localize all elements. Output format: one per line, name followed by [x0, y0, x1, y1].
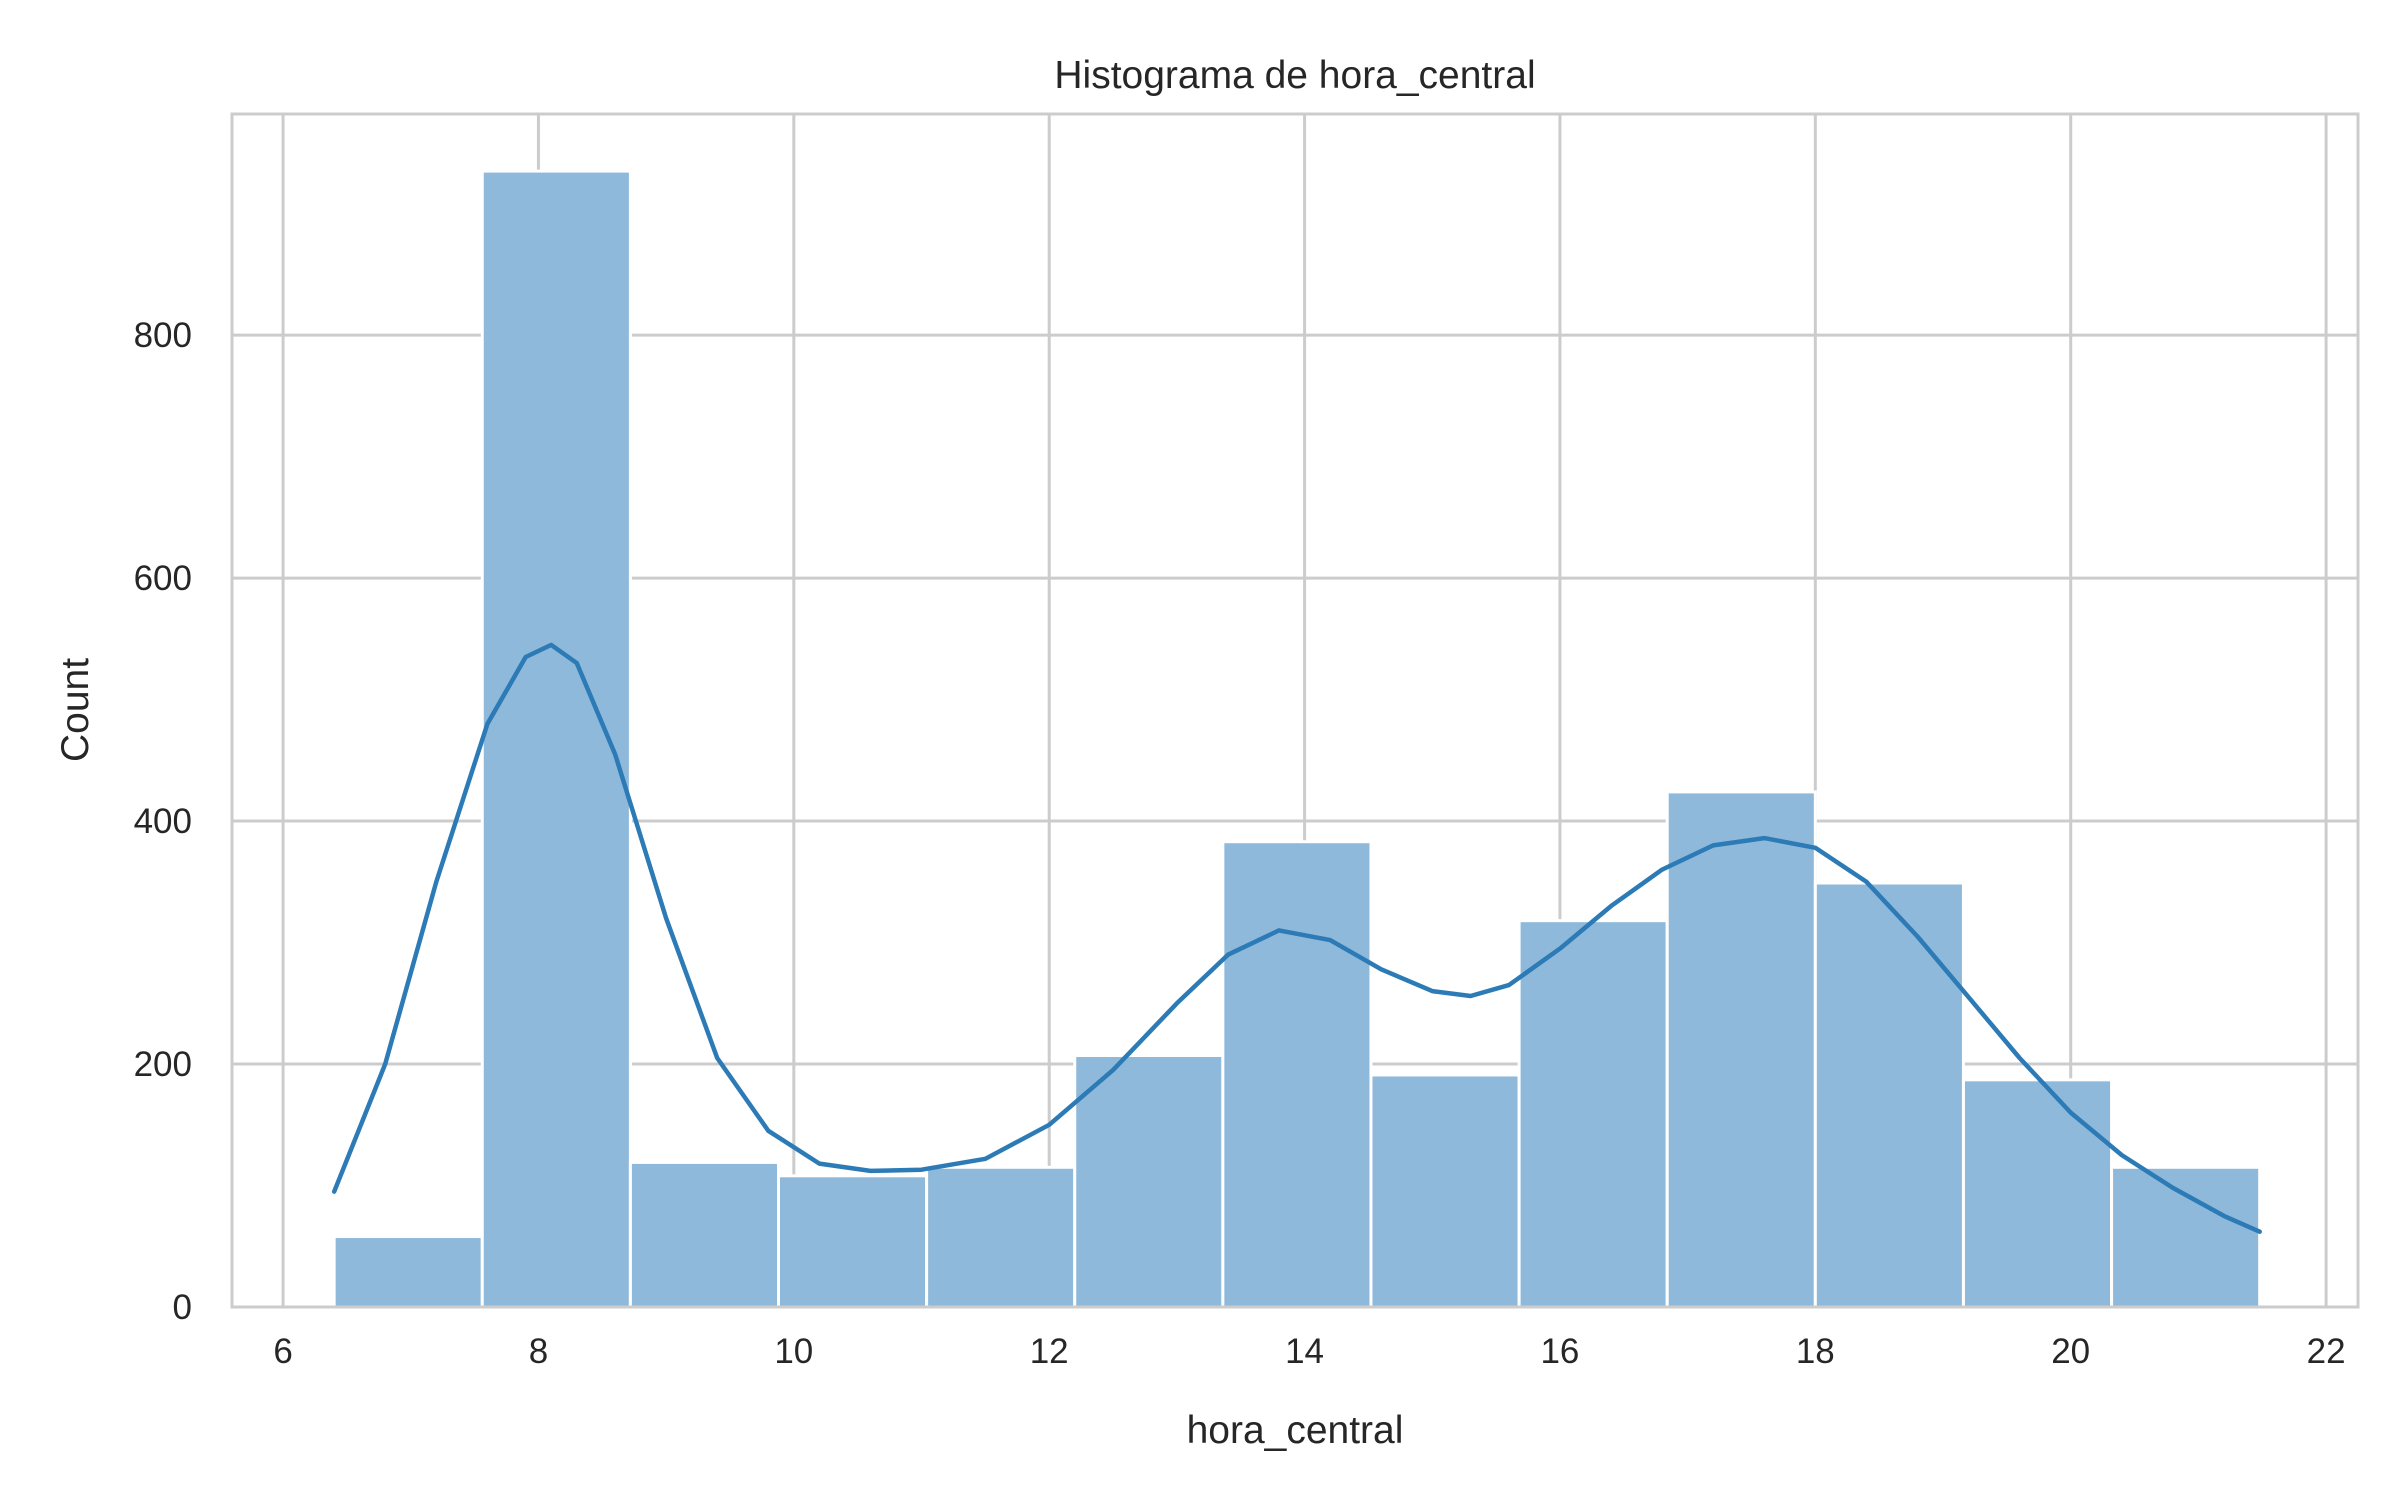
histogram-bar: [332, 1235, 484, 1309]
histogram-bar: [1517, 919, 1669, 1309]
histogram-bar: [777, 1174, 929, 1309]
histogram-bar: [1369, 1073, 1521, 1309]
y-tick-label: 0: [173, 1288, 192, 1327]
y-tick-label: 400: [134, 802, 192, 841]
y-tick-labels: 0 200 400 600 800: [134, 316, 192, 1327]
kde-curve-group: [331, 642, 2262, 1234]
x-tick-label: 8: [529, 1332, 548, 1371]
x-tick-label: 10: [774, 1332, 813, 1371]
x-axis-label: hora_central: [1187, 1409, 1404, 1452]
chart-title: Histograma de hora_central: [1054, 54, 1535, 97]
histogram-bar: [925, 1165, 1077, 1309]
x-tick-label: 22: [2307, 1332, 2346, 1371]
y-tick-label: 200: [134, 1045, 192, 1084]
histogram-bars: [332, 169, 2262, 1309]
histogram-bar: [1813, 881, 1965, 1309]
kde-curve: [331, 642, 2262, 1234]
x-tick-labels: 6 8 10 12 14 16 18 20 22: [273, 1332, 2345, 1371]
histogram-bar: [1221, 840, 1373, 1309]
x-tick-label: 14: [1285, 1332, 1324, 1371]
x-tick-label: 16: [1540, 1332, 1579, 1371]
histogram-bar: [1961, 1078, 2114, 1309]
x-tick-label: 6: [273, 1332, 292, 1371]
y-tick-label: 600: [134, 559, 192, 598]
x-tick-label: 20: [2051, 1332, 2090, 1371]
histogram-bar: [2110, 1165, 2262, 1309]
plot-frame: [230, 112, 2360, 1309]
histogram-bar: [1665, 790, 1817, 1309]
x-tick-label: 18: [1796, 1332, 1835, 1371]
x-tick-label: 12: [1030, 1332, 1069, 1371]
y-axis-label: Count: [54, 658, 97, 762]
histogram-bar: [1073, 1054, 1225, 1309]
histogram-bar: [628, 1160, 781, 1309]
y-tick-label: 800: [134, 316, 192, 355]
